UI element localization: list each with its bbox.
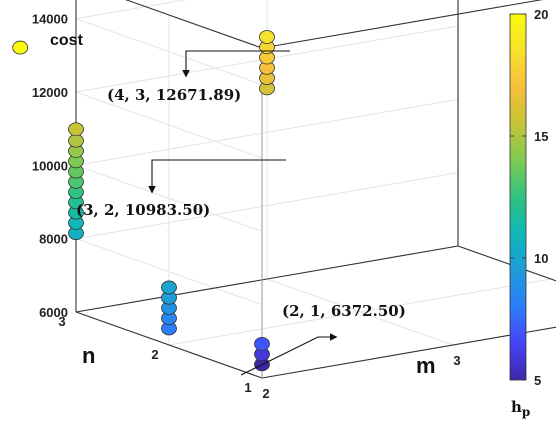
colorbar-tick-label: 5 [534,373,541,388]
colorbar-gradient [509,13,527,381]
grid-line [75,0,187,20]
x-tick-label: 2 [262,386,269,401]
z-tick-label: 6000 [39,305,68,320]
y-tick-label: 1 [244,380,251,395]
data-point [259,30,275,44]
colorbar: 5 10 15 20 hp [509,7,548,419]
z-tick-label: 10000 [32,158,68,173]
data-point [68,133,84,148]
axis-edge [261,326,556,379]
colorbar-tick-label: 10 [534,251,548,266]
data-point [68,122,84,137]
y-axis-label: n [82,343,95,368]
annotations: (2, 1, 6372.50) (3, 2, 10983.50) (4, 3, 12… [76,50,406,376]
annotation-label: (3, 2, 10983.50) [76,201,210,219]
axes-box [75,0,556,379]
y-tick-label: 3 [58,314,65,329]
annotation-arrow [182,50,290,78]
annotation-arrow [148,159,286,194]
data-point [161,280,177,295]
colorbar-tick-label: 15 [534,129,548,144]
grid-lines [75,0,556,379]
colorbar-label: hp [511,398,530,419]
y-tick-label: 2 [151,347,158,362]
annotation-label: (4, 3, 12671.89) [107,86,241,104]
z-tick-label: 8000 [39,232,68,247]
axis-edge [75,311,263,379]
axis-edge [457,245,556,282]
data-point [254,336,270,351]
x-axis-label: m [416,353,436,378]
axis-edge [261,0,544,49]
axis-edge [75,245,459,313]
z-axis-label: cost [50,32,84,49]
annotation-arrow [240,333,338,376]
x-tick-label: 3 [453,353,460,368]
z-tick-label: 14000 [32,12,68,27]
data-point [12,40,29,55]
z-tick-label: 12000 [32,85,68,100]
annotation-label: (2, 1, 6372.50) [282,302,406,320]
colorbar-tick-label: 20 [534,7,548,22]
axis-edge [125,0,263,49]
grid-line [168,278,552,346]
tick-labels: 60008000100001200014000234123 [32,12,461,401]
